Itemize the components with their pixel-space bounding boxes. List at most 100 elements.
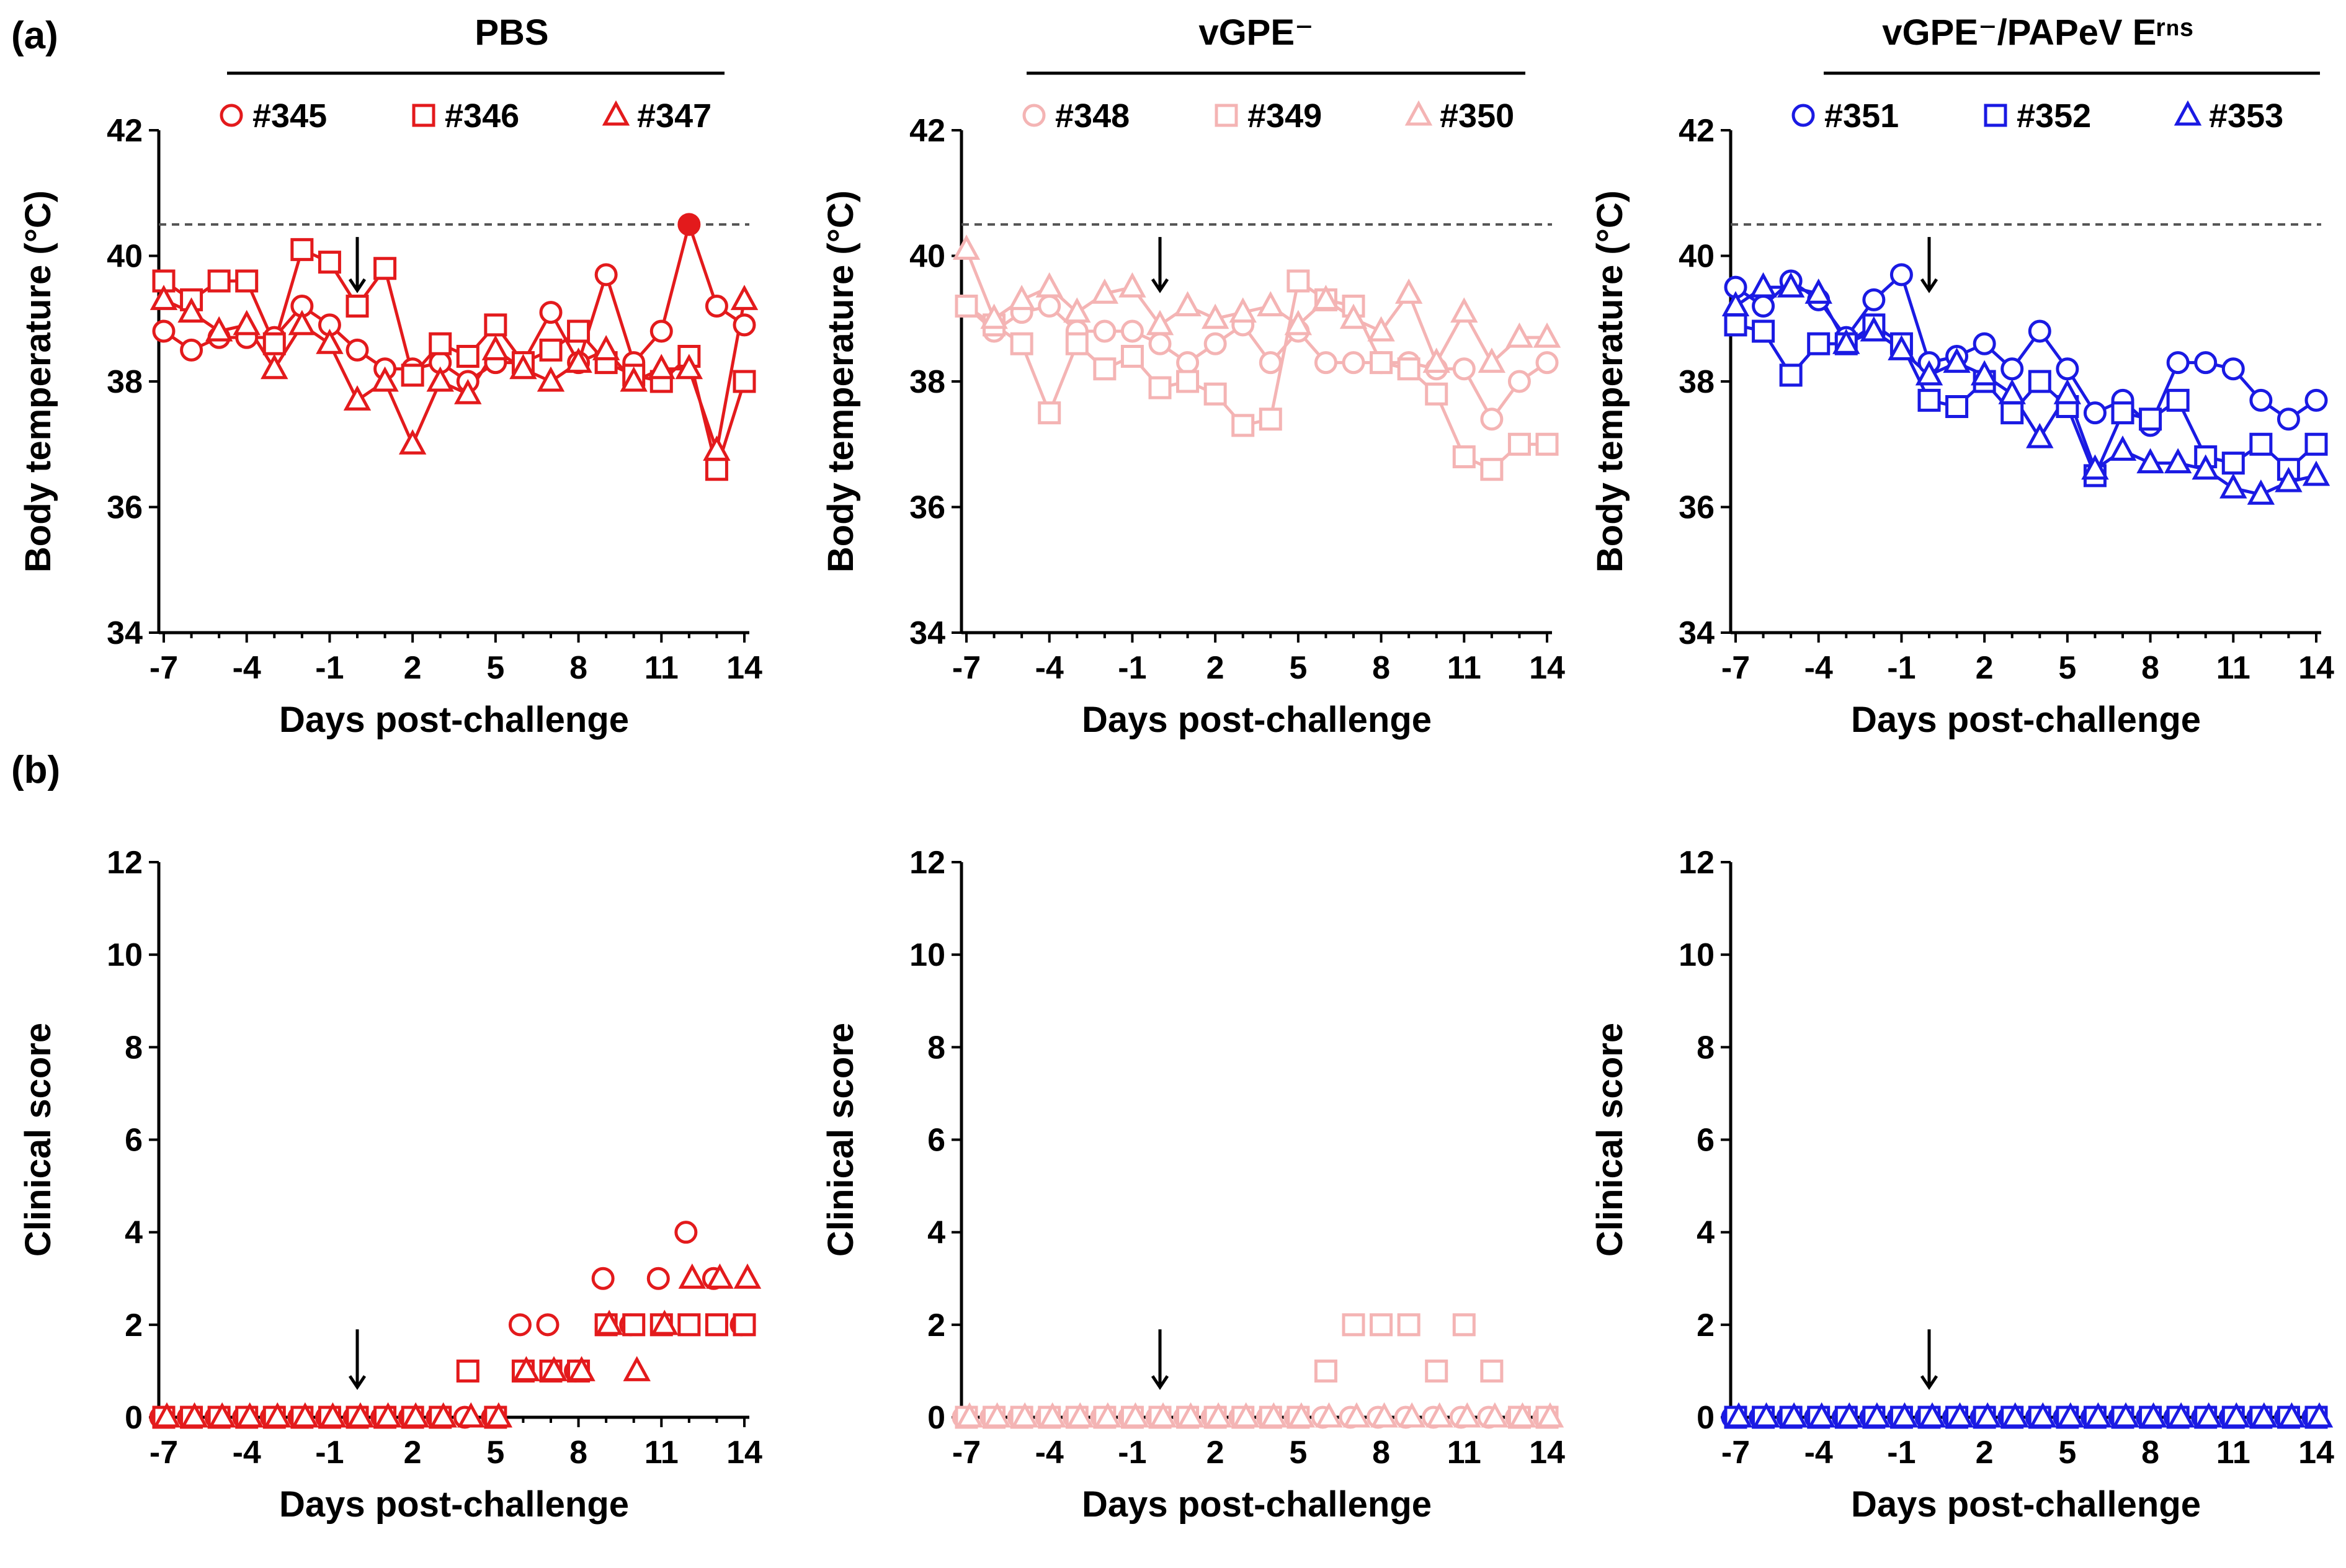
data-point-346 <box>429 332 452 355</box>
x-tick-label: -7 <box>149 1435 178 1471</box>
score-point-350 <box>1232 1402 1260 1428</box>
data-point-352 <box>1945 395 1969 418</box>
x-tick-label: 8 <box>2141 650 2159 686</box>
y-tick-label: 0 <box>1697 1400 1715 1436</box>
arrow-head <box>1920 278 1938 293</box>
data-point-353 <box>2136 448 2164 474</box>
data-point-347 <box>564 347 592 373</box>
data-point-347 <box>620 366 648 392</box>
data-point-346 <box>346 295 369 318</box>
score-point-345 <box>536 1313 560 1337</box>
data-point-353 <box>2081 454 2109 480</box>
x-tick-label: -7 <box>149 650 178 686</box>
data-point-350 <box>1257 291 1285 316</box>
data-point-350 <box>1174 291 1202 316</box>
data-point-352 <box>2304 432 2328 456</box>
data-point-351 <box>1889 263 1913 287</box>
data-point-349 <box>1259 408 1282 431</box>
score-point-347 <box>374 1402 402 1428</box>
y-tick-label: 40 <box>1679 239 1715 275</box>
data-point-349 <box>1480 458 1504 481</box>
y-tick-label: 8 <box>1697 1030 1715 1066</box>
y-tick-label: 4 <box>125 1215 143 1251</box>
x-tick-label: -7 <box>1721 1435 1750 1471</box>
legend-marker-circle <box>1791 104 1815 127</box>
y-tick-label: 36 <box>1679 490 1715 526</box>
x-tick-label: 2 <box>1206 650 1224 686</box>
data-point-345 <box>152 319 176 343</box>
score-point-350 <box>1398 1402 1426 1428</box>
score-point-347 <box>208 1402 236 1428</box>
score-point-347 <box>153 1402 181 1428</box>
data-point-348 <box>1480 408 1504 431</box>
data-point-350 <box>1505 322 1533 348</box>
data-point-350 <box>1063 297 1091 323</box>
data-point-349 <box>1397 357 1421 381</box>
data-point-352 <box>2166 388 2190 412</box>
data-point-348 <box>1203 332 1227 355</box>
x-tick-label: -4 <box>1804 650 1833 686</box>
data-point-348 <box>1452 357 1476 381</box>
score-point-350 <box>1509 1402 1536 1428</box>
data-point-353 <box>1860 316 1888 342</box>
score-point-347 <box>291 1402 319 1428</box>
x-tick-label: -1 <box>315 650 344 686</box>
data-point-352 <box>2000 401 2024 425</box>
score-point-347 <box>595 1309 623 1335</box>
data-point-349 <box>1038 401 1061 425</box>
x-tick-label: 5 <box>486 650 504 686</box>
challenge-arrow <box>348 237 367 293</box>
score-point-347 <box>568 1356 595 1381</box>
series-line-353 <box>1734 285 2317 496</box>
data-point-350 <box>1339 303 1368 329</box>
score-point-353 <box>1780 1402 1808 1428</box>
data-point-345 <box>539 301 563 324</box>
score-point-353 <box>1808 1402 1835 1428</box>
data-point-350 <box>1312 285 1340 310</box>
data-point-353 <box>1970 360 1999 386</box>
score-point-350 <box>1010 1402 1039 1428</box>
data-point-351 <box>2249 388 2273 412</box>
panel-label-a: (a) <box>11 14 58 57</box>
x-tick-label: 11 <box>644 650 679 686</box>
data-point-348 <box>1093 319 1117 343</box>
score-point-349 <box>1370 1313 1393 1337</box>
data-point-347 <box>371 366 399 392</box>
data-point-346 <box>262 332 286 355</box>
x-tick-label: -7 <box>952 1435 981 1471</box>
score-point-353 <box>2250 1402 2278 1428</box>
score-point-353 <box>1752 1402 1780 1428</box>
score-point-353 <box>2112 1402 2140 1428</box>
score-point-350 <box>1260 1402 1288 1428</box>
score-point-349 <box>1314 1359 1337 1383</box>
data-point-351 <box>2304 388 2328 412</box>
data-point-353 <box>2192 454 2219 480</box>
score-point-350 <box>1453 1402 1481 1428</box>
x-tick-label: 11 <box>1447 650 1481 686</box>
y-tick-label: 12 <box>1679 845 1715 881</box>
score-point-350 <box>1481 1402 1509 1428</box>
y-tick-label: 0 <box>125 1400 143 1436</box>
y-axis-label: Clinical score <box>821 1023 861 1257</box>
data-point-353 <box>2275 466 2303 492</box>
x-tick-label: 2 <box>1206 1435 1224 1471</box>
x-axis-label: Days post-challenge <box>1851 1484 2201 1525</box>
data-point-347 <box>592 335 620 360</box>
data-point-353 <box>2302 460 2330 486</box>
data-point-348 <box>1148 332 1172 355</box>
data-point-349 <box>1065 332 1089 355</box>
y-tick-label: 36 <box>909 490 945 526</box>
score-point-349 <box>1425 1359 1448 1383</box>
data-point-351 <box>2194 351 2218 375</box>
data-point-345 <box>346 338 369 362</box>
data-point-353 <box>1749 272 1777 298</box>
data-point-349 <box>955 295 978 318</box>
data-point-350 <box>1394 278 1423 304</box>
y-tick-label: 38 <box>107 364 143 400</box>
score-point-350 <box>1287 1402 1316 1428</box>
score-point-350 <box>1149 1402 1177 1428</box>
data-point-353 <box>1943 347 1971 373</box>
score-point-347 <box>733 1263 762 1289</box>
legend-marker-triangle <box>2174 100 2202 126</box>
x-axis-label: Days post-challenge <box>279 700 629 740</box>
